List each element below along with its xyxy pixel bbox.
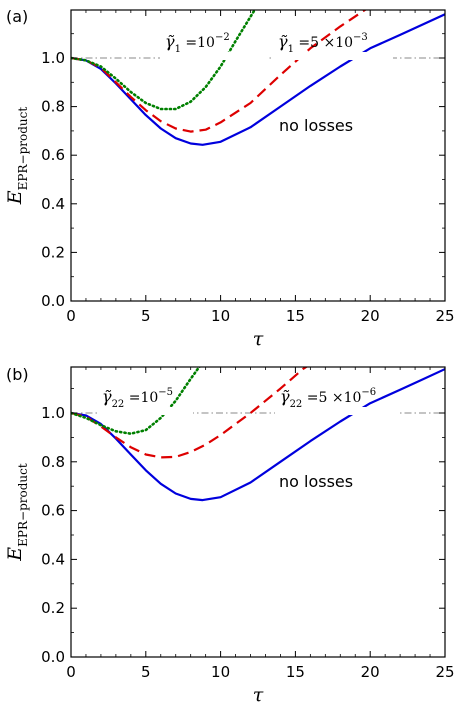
plot-area xyxy=(71,10,445,146)
y-tick-label: 0.0 xyxy=(41,648,65,666)
x-tick-label: 0 xyxy=(66,307,76,325)
series-line-dashed xyxy=(71,367,309,459)
x-tick-label: 25 xyxy=(435,307,454,325)
axes-frame xyxy=(70,366,446,658)
x-tick-label: 25 xyxy=(435,663,454,681)
annotation-mask xyxy=(275,468,375,493)
annotation-green-series: γ̃1 =10−2 xyxy=(165,32,230,55)
y-tick-label: 0.4 xyxy=(41,550,65,568)
annotation-blue-series: no losses xyxy=(279,116,353,135)
series-line-dotted xyxy=(71,10,257,111)
y-tick-label: 0.6 xyxy=(41,502,65,520)
series-line-dotted xyxy=(71,367,201,435)
x-tick-label: 15 xyxy=(286,663,305,681)
y-tick-label: 0.0 xyxy=(41,292,65,310)
x-axis-title: τ xyxy=(253,684,264,706)
series-line-solid xyxy=(71,13,445,146)
annotation-mask xyxy=(97,407,193,415)
x-axis-title: τ xyxy=(253,328,264,350)
y-tick-label: 0.8 xyxy=(41,98,65,116)
annotation-mask xyxy=(275,112,375,137)
panel-label: (b) xyxy=(6,365,29,384)
x-tick-label: 10 xyxy=(211,307,230,325)
series-line-solid xyxy=(71,368,445,502)
plot-area xyxy=(71,367,445,502)
x-tick-label: 0 xyxy=(66,663,76,681)
y-tick-label: 1.0 xyxy=(41,49,65,67)
x-tick-label: 5 xyxy=(141,307,151,325)
series-line-dashed xyxy=(71,10,367,133)
y-axis-title: EEPR−product xyxy=(4,463,30,562)
chart-panel-b: 0 5 10 15 20 25 0.0 0.2 0.4 0.6 0.8 1.0 τ EEPR−produc… xyxy=(4,365,455,706)
y-tick-label: 0.6 xyxy=(41,146,65,164)
annotation-red-series: γ̃22 =5 ×10−6 xyxy=(280,387,376,410)
y-tick-label: 0.2 xyxy=(41,599,65,617)
x-tick-label: 10 xyxy=(211,663,230,681)
panel-label: (a) xyxy=(6,7,28,26)
x-tick-label: 5 xyxy=(141,663,151,681)
x-tick-label: 20 xyxy=(361,307,380,325)
y-tick-label: 0.2 xyxy=(41,243,65,261)
chart-panel-a: 0 5 10 15 20 25 0.0 0.2 0.4 0.6 0.8 1.0 τ EEPR−produc… xyxy=(4,7,455,350)
y-tick-label: 0.4 xyxy=(41,195,65,213)
annotation-mask xyxy=(160,52,268,60)
y-tick-label: 0.8 xyxy=(41,453,65,471)
x-tick-label: 15 xyxy=(286,307,305,325)
annotation-mask xyxy=(275,407,397,415)
annotation-mask xyxy=(273,52,393,60)
y-tick-label: 1.0 xyxy=(41,404,65,422)
x-tick-label: 20 xyxy=(361,663,380,681)
y-axis-title: EEPR−product xyxy=(4,107,30,206)
annotation-green-series: γ̃22 =10−5 xyxy=(102,387,173,410)
annotation-red-series: γ̃1 =5 ×10−3 xyxy=(278,32,368,55)
annotation-blue-series: no losses xyxy=(279,472,353,491)
